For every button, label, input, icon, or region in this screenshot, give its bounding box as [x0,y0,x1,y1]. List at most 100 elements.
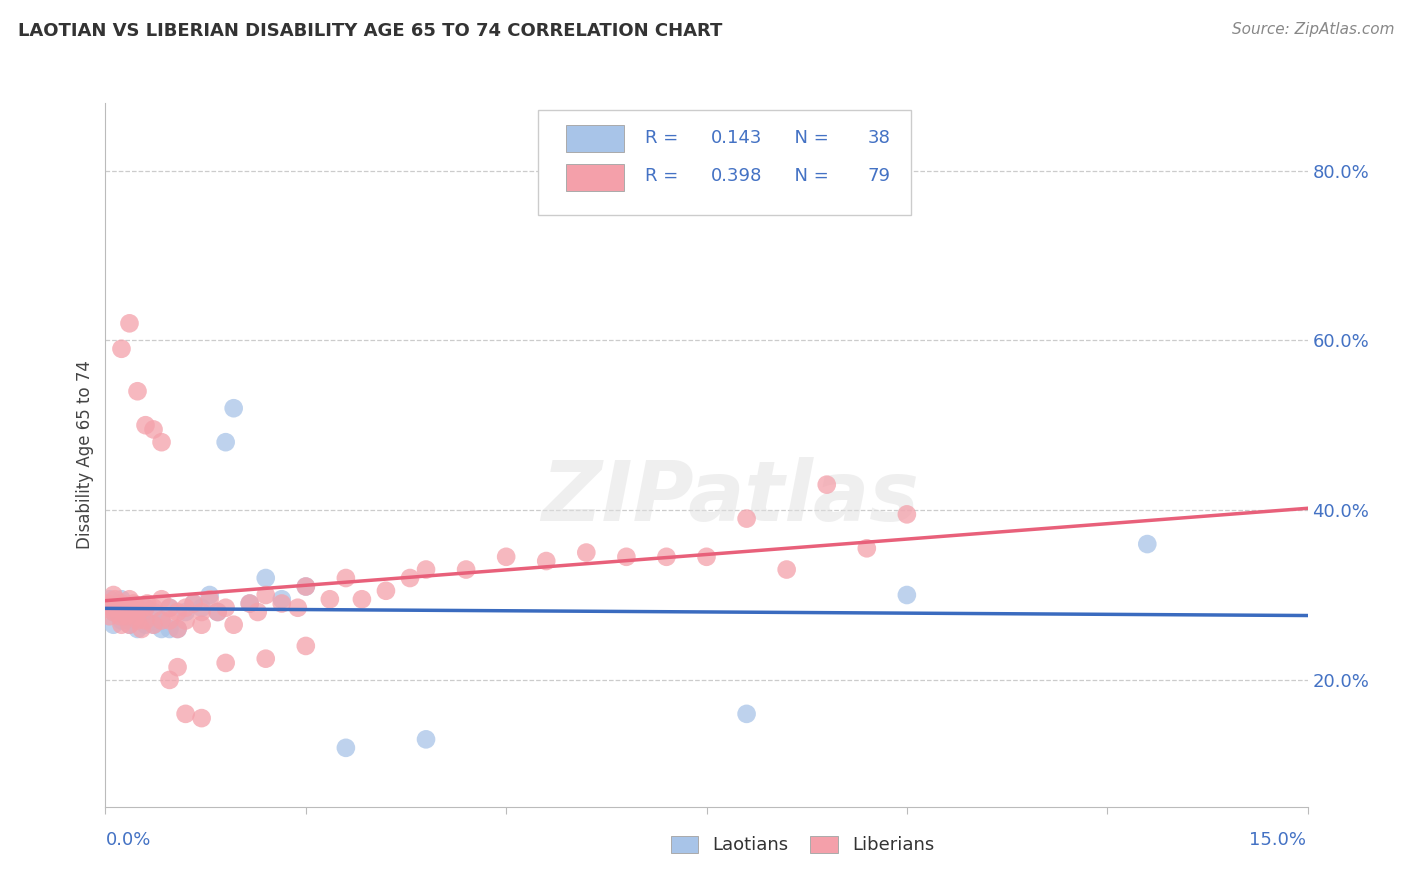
Point [135,418,157,433]
Point [254,651,277,665]
Point [110,617,132,632]
Bar [565,125,624,152]
Point [335,740,357,755]
Point [214,435,236,450]
Point [135,614,157,628]
Point [103,605,125,619]
Point [254,571,277,585]
Point [103,588,125,602]
Text: 15.0%: 15.0% [1249,831,1306,849]
Point [246,605,269,619]
Point [131,622,153,636]
Text: R =: R = [645,168,685,186]
Point [174,605,197,619]
Point [142,617,165,632]
Point [122,600,145,615]
Text: 0.398: 0.398 [711,168,762,186]
Text: Source: ZipAtlas.com: Source: ZipAtlas.com [1232,22,1395,37]
Point [295,580,318,594]
Point [142,422,165,436]
Point [214,600,236,615]
Point [335,571,357,585]
Point [112,605,135,619]
Point [190,617,212,632]
Point [183,597,205,611]
Point [207,605,229,619]
Point [214,656,236,670]
Point [190,605,212,619]
Point [174,600,197,615]
Point [159,600,181,615]
Point [270,592,292,607]
Point [125,609,148,624]
Point [896,508,918,522]
Text: N =: N = [783,168,835,186]
Point [118,592,141,607]
Point [127,384,149,399]
Point [117,600,139,615]
Point [295,639,318,653]
Text: N =: N = [783,128,835,146]
Point [150,622,173,636]
Point [166,605,188,619]
Text: 0.0%: 0.0% [105,831,150,849]
Point [616,549,638,564]
Point [190,711,212,725]
Text: 0.143: 0.143 [711,128,762,146]
Point [655,549,678,564]
Point [110,597,132,611]
Point [166,622,188,636]
Point [222,401,245,416]
Point [110,342,132,356]
Point [534,554,557,568]
Point [122,597,145,611]
Point [454,562,477,576]
Text: ZIPatlas: ZIPatlas [541,457,920,538]
Point [98,609,121,624]
Point [350,592,373,607]
Text: 79: 79 [868,168,890,186]
Point [127,614,149,628]
Point [239,597,262,611]
Point [198,592,221,607]
Point [101,600,124,615]
Point [295,580,318,594]
Point [374,583,398,598]
Y-axis label: Disability Age 65 to 74: Disability Age 65 to 74 [76,360,94,549]
Point [135,600,157,615]
Point [150,614,173,628]
Point [159,673,181,687]
Point [118,617,141,632]
Text: LAOTIAN VS LIBERIAN DISABILITY AGE 65 TO 74 CORRELATION CHART: LAOTIAN VS LIBERIAN DISABILITY AGE 65 TO… [18,22,723,40]
Point [415,732,437,747]
Point [150,592,173,607]
Point [128,605,150,619]
Point [735,511,758,525]
Point [207,605,229,619]
Point [239,597,262,611]
Point [131,609,153,624]
Text: R =: R = [645,128,685,146]
Point [103,617,125,632]
FancyBboxPatch shape [538,110,911,215]
Point [575,545,598,559]
Point [174,614,197,628]
Point [127,600,149,615]
Text: 38: 38 [868,128,890,146]
Point [1136,537,1159,551]
Point [135,600,157,615]
Point [696,549,718,564]
Point [159,600,181,615]
Point [127,622,149,636]
Point [270,597,292,611]
Point [287,600,309,615]
Bar [565,164,624,191]
Point [735,706,758,721]
Point [118,617,141,632]
Point [166,660,188,674]
Point [254,588,277,602]
Point [127,605,149,619]
Point [103,605,125,619]
Point [150,614,173,628]
Point [142,617,165,632]
